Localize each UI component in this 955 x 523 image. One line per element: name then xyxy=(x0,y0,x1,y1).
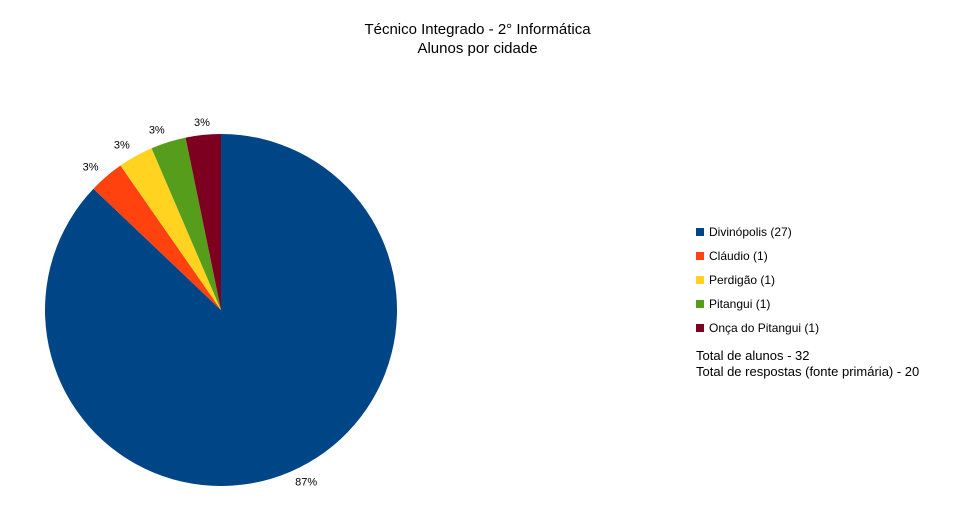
legend-label-2: Perdigão (1) xyxy=(709,273,776,287)
pie-slice-label-0: 87% xyxy=(295,477,317,489)
pie-slice-2 xyxy=(120,148,221,310)
chart-title: Técnico Integrado - 2° Informática xyxy=(364,21,591,38)
pie-slice-label-2: 3% xyxy=(114,140,130,152)
pie-slice-label-1: 3% xyxy=(83,161,99,173)
legend-label-1: Cláudio (1) xyxy=(709,249,768,263)
legend-label-4: Onça do Pitangui (1) xyxy=(709,321,820,335)
pie-slice-4 xyxy=(185,134,221,310)
pie-slice-1 xyxy=(93,165,221,310)
total-responses-note: Total de respostas (fonte primária) - 20 xyxy=(696,364,920,379)
legend-item-3: Pitangui (1) xyxy=(696,292,819,316)
legend-swatch-3 xyxy=(696,300,704,308)
pie-slice-label-4: 3% xyxy=(194,117,210,129)
legend-item-2: Perdigão (1) xyxy=(696,268,819,292)
chart-legend: Divinópolis (27) Cláudio (1) Perdigão (1) P… xyxy=(696,220,819,340)
legend-swatch-0 xyxy=(696,228,704,236)
legend-item-4: Onça do Pitangui (1) xyxy=(696,316,819,340)
legend-swatch-1 xyxy=(696,252,704,260)
legend-label-0: Divinópolis (27) xyxy=(709,225,792,239)
legend-swatch-2 xyxy=(696,276,704,284)
chart-subtitle: Alunos por cidade xyxy=(417,40,538,57)
pie-slice-label-3: 3% xyxy=(149,125,165,137)
legend-item-1: Cláudio (1) xyxy=(696,244,819,268)
legend-item-0: Divinópolis (27) xyxy=(696,220,819,244)
total-students-note: Total de alunos - 32 xyxy=(696,348,810,363)
chart-notes: Total de alunos - 32 Total de respostas … xyxy=(696,348,919,380)
legend-label-3: Pitangui (1) xyxy=(709,297,771,311)
legend-swatch-4 xyxy=(696,324,704,332)
pie-slice-3 xyxy=(151,137,221,310)
